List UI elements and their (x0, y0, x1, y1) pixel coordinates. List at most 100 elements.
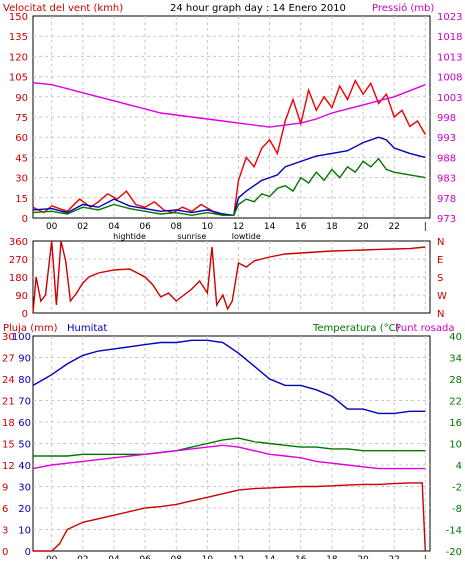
direction-tick-180: 180 (9, 273, 28, 284)
direction-tick-270: 270 (9, 255, 28, 266)
rain-tick-30: 30 (2, 332, 15, 343)
direction-tick-0: 0 (22, 309, 28, 320)
humidity-axis-title: Humitat (67, 323, 107, 334)
pressure-axis-title: Pressió (mb) (372, 2, 434, 14)
pressure-tick-988: 988 (437, 153, 456, 164)
pressure-tick-978: 978 (437, 194, 456, 205)
wind-tick-15: 15 (15, 194, 28, 205)
wind-tick-30: 30 (15, 174, 28, 185)
direction-series-0 (32, 240, 426, 314)
climate-series-2 (32, 444, 426, 470)
temperature-axis-title: Temperatura (°C) (312, 323, 400, 334)
pressure-tick-1018: 1018 (437, 32, 462, 43)
temperature-tick--14: -14 (446, 526, 462, 537)
humidity-tick-70: 70 (18, 397, 31, 408)
wind-series-1 (32, 136, 426, 217)
direction-tick-90: 90 (15, 291, 28, 302)
x-tick-label-18: 18 (326, 222, 338, 232)
pressure-tick-1008: 1008 (437, 73, 462, 84)
humidity-tick-0: 0 (25, 547, 31, 558)
rain-tick-3: 3 (2, 526, 8, 537)
wind-tick-120: 120 (9, 52, 28, 63)
rain-tick-9: 9 (2, 483, 8, 494)
x-tick-label-10: 10 (202, 555, 214, 559)
x-tick-label-12: 12 (233, 222, 244, 232)
compass-tick-4: N (437, 237, 444, 248)
climate-series-0 (32, 339, 426, 415)
humidity-tick-10: 10 (18, 526, 31, 537)
x-tick-label-08: 08 (171, 555, 183, 559)
pressure-tick-983: 983 (437, 174, 456, 185)
marker-sunrise: sunrise (177, 232, 206, 241)
wind-series-2 (32, 157, 426, 217)
rain-tick-12: 12 (2, 461, 15, 472)
wind-tick-135: 135 (9, 32, 28, 43)
x-tick-label-20: 20 (357, 222, 369, 232)
temperature-tick--2: -2 (452, 483, 462, 494)
x-tick-label-02: 02 (77, 222, 88, 232)
temperature-tick--20: -20 (446, 547, 462, 558)
humidity-tick-60: 60 (18, 418, 31, 429)
pressure-tick-993: 993 (437, 133, 456, 144)
dewpoint-axis-title: Punt rosada (395, 323, 454, 334)
humidity-tick-30: 30 (18, 483, 31, 494)
x-tick-label-10: 10 (202, 222, 214, 232)
x-tick-label-04: 04 (108, 555, 120, 559)
pressure-tick-973: 973 (437, 214, 456, 225)
rain-axis-title: Pluja (mm) (3, 323, 58, 334)
compass-tick-3: E (437, 255, 443, 266)
x-tick-label-06: 06 (139, 222, 151, 232)
wind-series-3 (32, 82, 426, 128)
humidity-tick-20: 20 (18, 504, 31, 515)
x-tick-end: | (424, 222, 427, 232)
humidity-tick-100: 100 (12, 332, 31, 343)
x-tick-label-16: 16 (295, 555, 307, 559)
x-tick-label-14: 14 (264, 555, 276, 559)
rain-tick-6: 6 (2, 504, 8, 515)
x-tick-label-02: 02 (77, 555, 88, 559)
pressure-tick-998: 998 (437, 113, 456, 124)
wind-tick-0: 0 (22, 214, 28, 225)
direction-tick-360: 360 (9, 237, 28, 248)
climate-series-1 (33, 437, 426, 457)
pressure-tick-1023: 1023 (437, 12, 462, 23)
compass-tick-1: W (437, 291, 447, 302)
wind-tick-60: 60 (15, 133, 28, 144)
chart-title: 24 hour graph day : 14 Enero 2010 (170, 3, 346, 14)
rain-tick-21: 21 (2, 397, 15, 408)
humidity-tick-90: 90 (18, 354, 31, 365)
temperature-tick-4: 4 (456, 461, 462, 472)
pressure-tick-1013: 1013 (437, 52, 462, 63)
wind-tick-150: 150 (9, 12, 28, 23)
x-tick-label-14: 14 (264, 222, 276, 232)
rain-tick-15: 15 (2, 440, 15, 451)
humidity-tick-50: 50 (18, 440, 31, 451)
temperature-tick-22: 22 (449, 397, 462, 408)
rain-tick-27: 27 (2, 354, 15, 365)
temperature-tick--8: -8 (452, 504, 462, 515)
marker-lowtide: lowtide (232, 232, 261, 241)
x-tick-label-04: 04 (108, 222, 120, 232)
x-tick-label-06: 06 (139, 555, 151, 559)
x-tick-label-22: 22 (388, 555, 399, 559)
temperature-tick-34: 34 (449, 354, 462, 365)
wind-tick-45: 45 (15, 153, 28, 164)
x-tick-label-20: 20 (357, 555, 369, 559)
x-tick-label-00: 00 (46, 222, 58, 232)
compass-tick-0: N (437, 309, 444, 320)
rain-tick-18: 18 (2, 418, 15, 429)
pressure-tick-1003: 1003 (437, 93, 462, 104)
x-tick-label-16: 16 (295, 222, 307, 232)
compass-tick-2: S (437, 273, 443, 284)
wind-series-0 (32, 79, 426, 217)
wind-axis-title: Velocitat del vent (kmh) (3, 3, 123, 14)
wind-tick-105: 105 (9, 73, 28, 84)
x-tick-label-18: 18 (326, 555, 338, 559)
wind-tick-90: 90 (15, 93, 28, 104)
rain-tick-24: 24 (2, 375, 15, 386)
marker-hightide: hightide (113, 232, 146, 241)
climate-series-3 (33, 482, 426, 552)
x-tick-label-22: 22 (388, 222, 399, 232)
